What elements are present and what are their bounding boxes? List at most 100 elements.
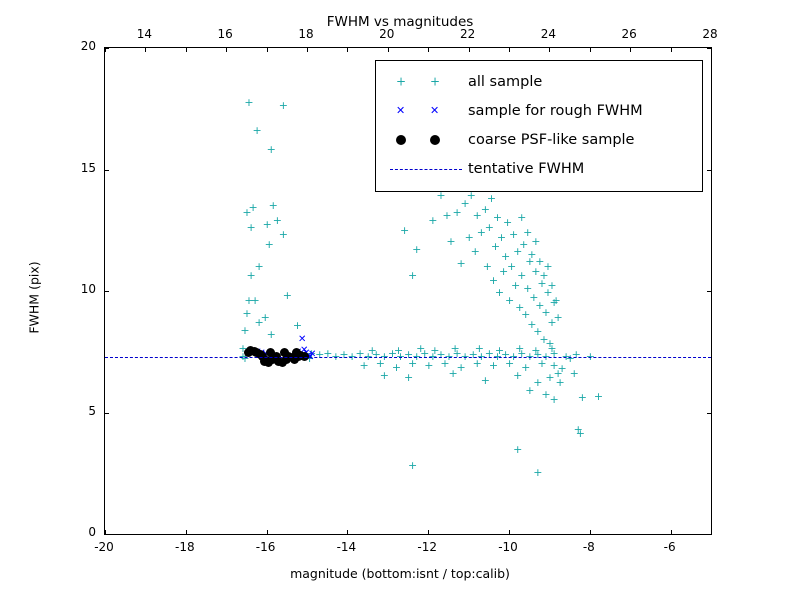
- data-point-all-sample: +: [460, 349, 470, 363]
- x-tick: [105, 530, 106, 534]
- plot-area: + + + + + + + + + + + + + + + + + + + + + + + + + + + + + + + + + + + + + + + +…: [104, 47, 712, 535]
- data-point-all-sample: +: [484, 347, 495, 361]
- data-point-all-sample: +: [525, 254, 535, 268]
- data-point-all-sample: +: [428, 213, 438, 227]
- data-point-all-sample: +: [571, 348, 581, 362]
- data-point-all-sample: +: [482, 259, 492, 273]
- data-point-psf-like: [243, 348, 253, 358]
- data-point-all-sample: +: [509, 349, 519, 363]
- data-point-all-sample: +: [391, 360, 402, 374]
- data-point-all-sample: +: [498, 264, 509, 278]
- data-point-all-sample: +: [363, 349, 373, 363]
- data-point-all-sample: +: [505, 356, 515, 370]
- x-tick-label: -8: [582, 540, 595, 554]
- data-point-all-sample: +: [412, 349, 422, 363]
- data-point-all-sample: +: [575, 427, 585, 441]
- data-point-all-sample: +: [292, 319, 303, 333]
- circle-icon: [384, 130, 468, 150]
- data-point-all-sample: +: [456, 360, 466, 374]
- data-point-all-sample: +: [545, 337, 555, 351]
- legend: + + all sample ✕ ✕ sample for rough FWHM c…: [375, 60, 703, 192]
- data-point-all-sample: +: [585, 349, 596, 363]
- data-point-rough-fwhm: ✕: [299, 344, 309, 356]
- y-tick: [707, 412, 711, 414]
- data-point-all-sample: +: [254, 259, 264, 273]
- data-point-all-sample: +: [307, 347, 317, 361]
- data-point-all-sample: +: [511, 279, 521, 293]
- data-point-all-sample: +: [535, 298, 545, 312]
- data-layer: + + + + + + + + + + + + + + + + + + + + + + + + + + + + + + + + + + + + + + + +…: [105, 48, 711, 534]
- data-point-all-sample: +: [272, 213, 282, 227]
- data-point-psf-like: [266, 348, 276, 358]
- data-point-all-sample: +: [355, 347, 365, 361]
- legend-item-psf-like: coarse PSF-like sample: [384, 125, 694, 154]
- data-point-all-sample: +: [480, 202, 490, 216]
- data-point-all-sample: +: [492, 349, 503, 363]
- y-tick-label: 0: [88, 525, 96, 539]
- data-point-all-sample: +: [569, 366, 579, 380]
- x-tick: [266, 48, 268, 52]
- legend-item-all-sample: + + all sample: [384, 67, 694, 96]
- data-point-all-sample: +: [442, 208, 452, 222]
- y-tick-label: 20: [80, 39, 96, 53]
- x-tick: [509, 530, 510, 534]
- data-point-all-sample: +: [238, 342, 248, 356]
- data-point-all-sample: +: [593, 389, 604, 403]
- x-tick: [185, 530, 187, 534]
- data-point-all-sample: +: [408, 458, 418, 472]
- data-point-all-sample: +: [531, 235, 541, 249]
- data-point-all-sample: +: [531, 343, 541, 357]
- data-point-all-sample: +: [494, 286, 505, 300]
- data-point-all-sample: +: [494, 343, 505, 357]
- data-point-all-sample: +: [240, 352, 250, 366]
- data-point-all-sample: +: [452, 206, 462, 220]
- x-tick-top: [387, 48, 389, 52]
- y-tick: [707, 48, 711, 49]
- data-point-all-sample: +: [331, 349, 341, 363]
- data-point-all-sample: +: [339, 348, 349, 362]
- data-point-all-sample: +: [264, 237, 274, 251]
- data-point-all-sample: +: [549, 393, 559, 407]
- data-point-all-sample: +: [436, 348, 446, 362]
- data-point-all-sample: +: [541, 305, 551, 319]
- data-point-all-sample: +: [577, 390, 587, 404]
- data-point-all-sample: +: [399, 224, 410, 238]
- x-tick-label: -16: [255, 540, 276, 554]
- data-point-all-sample: +: [521, 360, 531, 374]
- data-point-all-sample: +: [496, 230, 507, 244]
- x-tick-top: [630, 48, 632, 52]
- data-point-all-sample: +: [244, 293, 254, 307]
- legend-label: coarse PSF-like sample: [468, 131, 635, 148]
- tentative-fwhm-line: [105, 356, 711, 358]
- x-tick: [347, 530, 349, 534]
- data-point-all-sample: +: [523, 225, 533, 239]
- x-tick-label: -20: [94, 540, 114, 554]
- data-point-all-sample: +: [404, 371, 414, 385]
- data-point-all-sample: +: [533, 376, 543, 390]
- data-point-all-sample: +: [551, 293, 561, 307]
- x-tick-label: -18: [174, 540, 195, 554]
- legend-label: tentative FWHM: [468, 160, 585, 177]
- data-point-all-sample: +: [517, 269, 527, 283]
- data-point-all-sample: +: [488, 359, 499, 373]
- data-point-all-sample: +: [456, 257, 466, 271]
- data-point-all-sample: +: [266, 327, 276, 341]
- data-point-all-sample: +: [535, 254, 545, 268]
- data-point-all-sample: +: [488, 274, 499, 288]
- x-tick: [589, 530, 591, 534]
- data-point-all-sample: +: [375, 356, 385, 370]
- x-tick: [428, 530, 430, 534]
- data-point-all-sample: +: [466, 189, 476, 203]
- data-point-all-sample: +: [533, 466, 543, 480]
- data-point-all-sample: +: [573, 422, 583, 436]
- data-point-all-sample: +: [541, 349, 551, 363]
- data-point-all-sample: +: [387, 347, 398, 361]
- data-point-all-sample: +: [367, 343, 377, 357]
- data-point-all-sample: +: [549, 347, 559, 361]
- legend-label: sample for rough FWHM: [468, 102, 643, 119]
- x-tick-label-top: 22: [459, 27, 476, 41]
- data-point-all-sample: +: [242, 307, 252, 321]
- y-tick-label: 15: [80, 160, 96, 175]
- data-point-all-sample: +: [408, 356, 418, 370]
- data-point-all-sample: +: [252, 123, 262, 137]
